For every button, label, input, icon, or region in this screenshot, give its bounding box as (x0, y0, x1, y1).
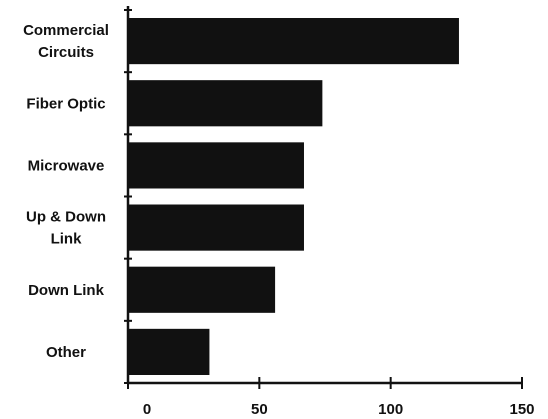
axes-group (124, 6, 523, 389)
x-tick-label-3: 150 (509, 401, 534, 418)
category-label-line: Fiber Optic (26, 95, 105, 112)
bar-2 (129, 142, 304, 189)
category-label-1: Fiber Optic (26, 95, 105, 112)
bar-1 (129, 80, 323, 127)
tick-labels-group: 0 50 100 150 (143, 401, 535, 418)
category-labels-group: Commercial Circuits Fiber Optic Microwave Up… (23, 22, 109, 361)
bars-group (129, 18, 459, 375)
bar-5 (129, 328, 210, 375)
bar-0 (129, 18, 459, 65)
x-tick-label-1: 50 (251, 401, 268, 418)
category-label-line: Other (46, 344, 86, 361)
category-label-line: Microwave (28, 157, 105, 174)
category-label-line: Commercial (23, 22, 109, 39)
category-label-2: Microwave (28, 157, 105, 174)
x-tick-label-0: 0 (143, 401, 151, 418)
category-label-line: Up & Down (26, 209, 106, 226)
category-label-5: Other (46, 344, 86, 361)
bar-3 (129, 204, 304, 251)
category-label-line: Link (51, 231, 82, 248)
category-label-4: Down Link (28, 282, 104, 299)
category-label-line: Down Link (28, 282, 104, 299)
category-label-3: Up & Down Link (26, 209, 106, 248)
category-label-line: Circuits (38, 44, 94, 61)
x-tick-label-2: 100 (378, 401, 403, 418)
category-label-0: Commercial Circuits (23, 22, 109, 61)
bar-4 (129, 266, 276, 313)
